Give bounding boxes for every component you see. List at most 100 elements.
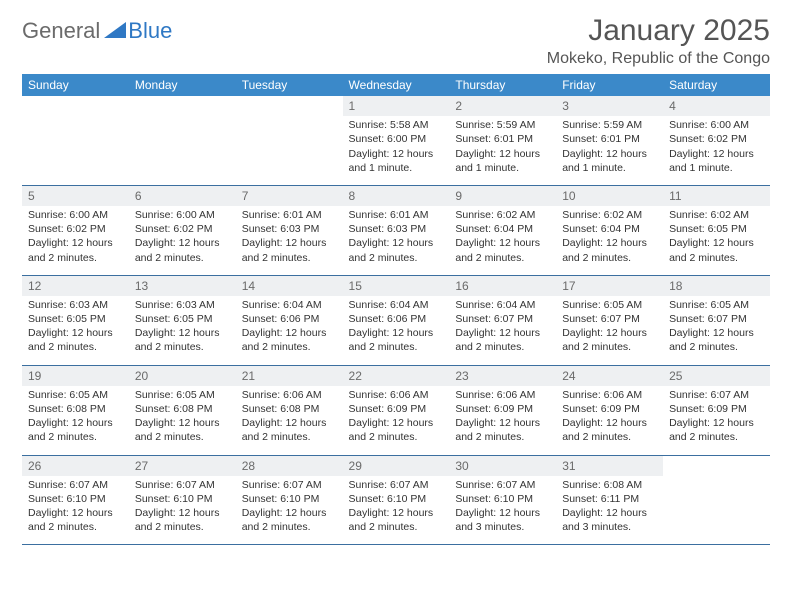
day-line: Sunset: 6:10 PM — [28, 492, 123, 506]
day-line: and 2 minutes. — [242, 430, 337, 444]
calendar-cell: 6Sunrise: 6:00 AMSunset: 6:02 PMDaylight… — [129, 185, 236, 275]
day-line: Sunset: 6:05 PM — [669, 222, 764, 236]
col-thursday: Thursday — [449, 74, 556, 96]
day-line: and 2 minutes. — [455, 251, 550, 265]
day-line: and 2 minutes. — [455, 340, 550, 354]
day-line: Sunrise: 6:05 AM — [562, 298, 657, 312]
calendar-cell: 9Sunrise: 6:02 AMSunset: 6:04 PMDaylight… — [449, 185, 556, 275]
day-line: and 2 minutes. — [28, 430, 123, 444]
day-line: Sunrise: 6:04 AM — [242, 298, 337, 312]
day-line: Sunset: 6:08 PM — [135, 402, 230, 416]
day-line: Sunset: 6:10 PM — [455, 492, 550, 506]
day-line: Sunset: 6:07 PM — [669, 312, 764, 326]
day-data — [663, 474, 770, 530]
col-wednesday: Wednesday — [343, 74, 450, 96]
day-line: Sunrise: 6:04 AM — [349, 298, 444, 312]
day-number: 26 — [22, 456, 129, 476]
day-number: 25 — [663, 366, 770, 386]
day-line: Sunset: 6:02 PM — [28, 222, 123, 236]
day-number: 20 — [129, 366, 236, 386]
calendar-cell: 21Sunrise: 6:06 AMSunset: 6:08 PMDayligh… — [236, 365, 343, 455]
day-data: Sunrise: 6:03 AMSunset: 6:05 PMDaylight:… — [22, 296, 129, 365]
day-number: 13 — [129, 276, 236, 296]
day-line: Sunrise: 6:07 AM — [349, 478, 444, 492]
day-line: and 2 minutes. — [669, 340, 764, 354]
day-line: Sunrise: 6:03 AM — [28, 298, 123, 312]
day-line: Daylight: 12 hours — [349, 416, 444, 430]
day-data: Sunrise: 5:59 AMSunset: 6:01 PMDaylight:… — [556, 116, 663, 185]
calendar-head: Sunday Monday Tuesday Wednesday Thursday… — [22, 74, 770, 96]
day-line: Sunset: 6:02 PM — [669, 132, 764, 146]
day-line: Sunrise: 6:06 AM — [242, 388, 337, 402]
day-number: 2 — [449, 96, 556, 116]
calendar-cell: 3Sunrise: 5:59 AMSunset: 6:01 PMDaylight… — [556, 96, 663, 185]
day-data: Sunrise: 6:05 AMSunset: 6:07 PMDaylight:… — [556, 296, 663, 365]
day-line: and 2 minutes. — [349, 340, 444, 354]
day-line: Sunrise: 6:06 AM — [455, 388, 550, 402]
calendar-cell: 28Sunrise: 6:07 AMSunset: 6:10 PMDayligh… — [236, 455, 343, 545]
day-line: Daylight: 12 hours — [135, 416, 230, 430]
day-line: and 2 minutes. — [135, 520, 230, 534]
calendar-row: 1Sunrise: 5:58 AMSunset: 6:00 PMDaylight… — [22, 96, 770, 185]
day-line: Sunrise: 6:00 AM — [669, 118, 764, 132]
day-line: and 2 minutes. — [562, 430, 657, 444]
logo: General Blue — [22, 14, 172, 44]
day-number: 30 — [449, 456, 556, 476]
calendar-cell: 31Sunrise: 6:08 AMSunset: 6:11 PMDayligh… — [556, 455, 663, 545]
day-data — [22, 114, 129, 170]
calendar-cell: 24Sunrise: 6:06 AMSunset: 6:09 PMDayligh… — [556, 365, 663, 455]
day-line: Sunset: 6:09 PM — [349, 402, 444, 416]
day-line: Daylight: 12 hours — [28, 236, 123, 250]
day-number: 3 — [556, 96, 663, 116]
calendar-cell: 1Sunrise: 5:58 AMSunset: 6:00 PMDaylight… — [343, 96, 450, 185]
day-line: Sunset: 6:09 PM — [562, 402, 657, 416]
day-line: Sunset: 6:01 PM — [562, 132, 657, 146]
calendar-cell: 2Sunrise: 5:59 AMSunset: 6:01 PMDaylight… — [449, 96, 556, 185]
day-line: Daylight: 12 hours — [242, 416, 337, 430]
day-line: Sunrise: 6:06 AM — [349, 388, 444, 402]
day-line: Sunrise: 6:07 AM — [135, 478, 230, 492]
calendar-cell: 5Sunrise: 6:00 AMSunset: 6:02 PMDaylight… — [22, 185, 129, 275]
day-line: and 2 minutes. — [135, 251, 230, 265]
day-line: Daylight: 12 hours — [455, 506, 550, 520]
location-text: Mokeko, Republic of the Congo — [547, 50, 770, 68]
day-data: Sunrise: 5:59 AMSunset: 6:01 PMDaylight:… — [449, 116, 556, 185]
calendar-cell: 25Sunrise: 6:07 AMSunset: 6:09 PMDayligh… — [663, 365, 770, 455]
logo-triangle-icon — [104, 20, 126, 43]
day-line: and 1 minute. — [349, 161, 444, 175]
day-line: Sunrise: 6:00 AM — [28, 208, 123, 222]
day-data: Sunrise: 6:07 AMSunset: 6:10 PMDaylight:… — [343, 476, 450, 545]
day-data: Sunrise: 6:07 AMSunset: 6:10 PMDaylight:… — [129, 476, 236, 545]
month-title: January 2025 — [547, 14, 770, 48]
col-friday: Friday — [556, 74, 663, 96]
day-line: and 2 minutes. — [28, 520, 123, 534]
day-data: Sunrise: 6:07 AMSunset: 6:10 PMDaylight:… — [236, 476, 343, 545]
day-number: 6 — [129, 186, 236, 206]
day-line: Daylight: 12 hours — [135, 236, 230, 250]
day-line: Daylight: 12 hours — [455, 416, 550, 430]
day-line: and 2 minutes. — [242, 251, 337, 265]
day-line: Daylight: 12 hours — [349, 326, 444, 340]
day-line: Sunrise: 5:58 AM — [349, 118, 444, 132]
day-line: Daylight: 12 hours — [349, 236, 444, 250]
calendar-cell: 13Sunrise: 6:03 AMSunset: 6:05 PMDayligh… — [129, 275, 236, 365]
day-line: and 2 minutes. — [349, 520, 444, 534]
day-line: and 2 minutes. — [562, 340, 657, 354]
day-data: Sunrise: 6:05 AMSunset: 6:08 PMDaylight:… — [22, 386, 129, 455]
day-line: Daylight: 12 hours — [135, 506, 230, 520]
day-line: and 2 minutes. — [242, 340, 337, 354]
day-line: Sunrise: 6:01 AM — [349, 208, 444, 222]
day-line: Sunset: 6:08 PM — [28, 402, 123, 416]
calendar-cell: 27Sunrise: 6:07 AMSunset: 6:10 PMDayligh… — [129, 455, 236, 545]
day-data: Sunrise: 6:06 AMSunset: 6:08 PMDaylight:… — [236, 386, 343, 455]
day-line: Daylight: 12 hours — [135, 326, 230, 340]
day-line: Daylight: 12 hours — [349, 147, 444, 161]
calendar-cell: 7Sunrise: 6:01 AMSunset: 6:03 PMDaylight… — [236, 185, 343, 275]
day-line: Daylight: 12 hours — [455, 326, 550, 340]
day-line: Daylight: 12 hours — [562, 416, 657, 430]
day-line: Daylight: 12 hours — [562, 147, 657, 161]
day-line: Sunset: 6:00 PM — [349, 132, 444, 146]
day-line: and 2 minutes. — [349, 251, 444, 265]
day-data: Sunrise: 6:02 AMSunset: 6:04 PMDaylight:… — [449, 206, 556, 275]
day-data: Sunrise: 6:02 AMSunset: 6:05 PMDaylight:… — [663, 206, 770, 275]
